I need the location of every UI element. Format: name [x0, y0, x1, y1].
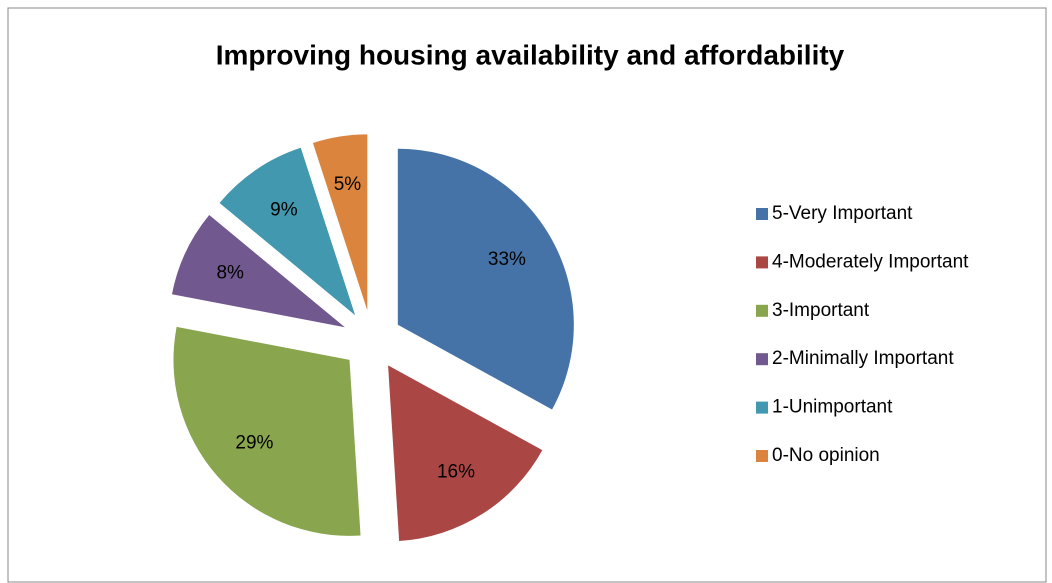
chart-title: Improving housing availability and affor…: [216, 39, 845, 70]
legend-swatch: [756, 304, 768, 317]
data-label: 9%: [270, 199, 298, 220]
legend-swatch: [756, 353, 768, 366]
pie-slice: [173, 326, 361, 536]
data-label: 33%: [488, 249, 526, 270]
legend-label: 3-Important: [772, 300, 870, 321]
data-label: 5%: [334, 174, 362, 195]
legend-label: 0-No opinion: [772, 445, 880, 466]
data-label: 16%: [437, 461, 475, 482]
legend-swatch: [756, 401, 768, 414]
legend-label: 1-Unimportant: [772, 397, 893, 418]
pie-slice: [397, 148, 574, 410]
pie-slice: [312, 134, 368, 311]
data-label: 8%: [216, 262, 244, 283]
data-label: 29%: [235, 433, 273, 454]
pie-slice: [171, 215, 345, 328]
legend-swatch: [756, 450, 768, 462]
pie-slice: [388, 365, 543, 541]
legend-label: 5-Very Important: [772, 203, 913, 224]
legend-swatch: [756, 208, 768, 220]
legend-label: 4-Moderately Important: [772, 251, 969, 272]
legend-label: 2-Minimally Important: [772, 348, 954, 369]
legend-swatch: [756, 256, 768, 269]
pie-slice: [219, 147, 356, 316]
